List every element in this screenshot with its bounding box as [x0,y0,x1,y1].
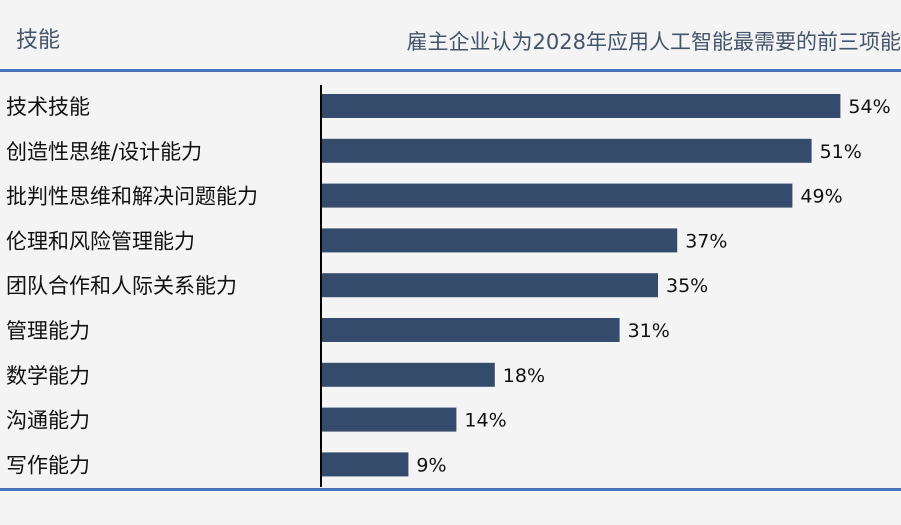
value-label: 54% [848,96,890,118]
header-divider [0,69,901,72]
category-label: 伦理和风险管理能力 [6,229,195,253]
category-label: 管理能力 [6,319,90,343]
category-label: 批判性思维和解决问题能力 [6,185,258,209]
value-label: 51% [820,141,862,163]
bar [322,407,457,432]
value-label: 18% [503,365,545,387]
value-label: 35% [666,275,708,297]
category-label: 沟通能力 [6,409,90,433]
column-header-skills: 技能 [16,28,61,53]
bar [322,452,409,477]
category-label: 团队合作和人际关系能力 [6,274,237,298]
footer-divider [0,488,901,491]
category-label: 创造性思维/设计能力 [6,140,202,164]
column-header-chart-title: 雇主企业认为2028年应用人工智能最需要的前三项能 [406,30,901,54]
bar [322,228,678,253]
bar [322,183,793,208]
category-label: 技术技能 [6,95,90,119]
bar [322,318,620,342]
bar [322,138,812,163]
category-label: 数学能力 [6,364,90,388]
value-label: 9% [416,454,446,476]
bar [322,273,658,298]
category-label: 写作能力 [6,453,90,477]
value-label: 31% [628,320,670,342]
bar [322,362,495,387]
value-label: 49% [800,186,842,208]
value-label: 14% [464,410,506,432]
bar [322,94,841,118]
value-label: 37% [685,230,727,252]
